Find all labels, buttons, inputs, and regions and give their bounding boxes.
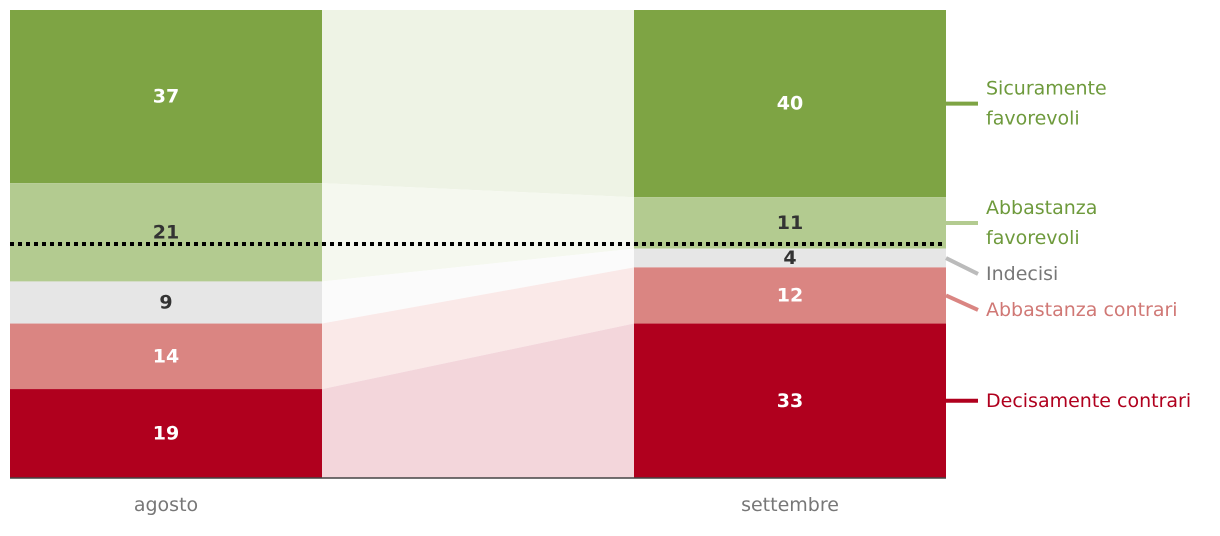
flow-decisamente-contrari	[322, 323, 634, 478]
data-label-agosto-abbastanza-contrari: 14	[153, 345, 179, 367]
legend-label-indecisi: Indecisi	[986, 263, 1058, 285]
segment-labels: 37 21 9 14 19 40 11 4 12 33	[153, 86, 803, 445]
data-label-agosto-decisamente-contrari: 19	[153, 423, 179, 445]
bar-segment-settembre-abbastanza-favorevoli	[634, 197, 946, 249]
flow-sicuramente-favorevoli	[322, 10, 634, 198]
data-label-settembre-indecisi: 4	[783, 247, 796, 269]
bar-segment-settembre-abbastanza-contrari	[634, 267, 946, 324]
flow-bands	[322, 10, 634, 478]
data-label-settembre-abbastanza-contrari: 12	[777, 284, 803, 306]
legend-connector-abbastanza-contrari	[945, 293, 979, 312]
bar-segment-agosto-abbastanza-favorevoli	[10, 183, 322, 282]
category-label-agosto: agosto	[134, 494, 198, 516]
data-label-agosto-indecisi: 9	[159, 292, 172, 314]
bar-segment-agosto-abbastanza-contrari	[10, 323, 322, 390]
legend-connector-indecisi	[945, 256, 979, 276]
data-label-settembre-sicuramente-favorevoli: 40	[777, 93, 803, 115]
data-label-settembre-decisamente-contrari: 33	[777, 390, 803, 412]
legend-label-abbastanza-favorevoli: Abbastanza favorevoli	[986, 197, 1097, 249]
legend: Sicuramente favorevoli Abbastanza favorevol…	[945, 78, 1191, 412]
legend-label-abbastanza-contrari: Abbastanza contrari	[986, 299, 1178, 321]
data-label-settembre-abbastanza-favorevoli: 11	[777, 212, 803, 234]
data-label-agosto-abbastanza-favorevoli: 21	[153, 221, 179, 243]
bar-segment-agosto-sicuramente-favorevoli	[10, 10, 322, 184]
category-label-settembre: settembre	[741, 494, 839, 516]
bar-segment-settembre-indecisi	[634, 248, 946, 268]
bar-segment-settembre-decisamente-contrari	[634, 323, 946, 478]
category-labels: agosto settembre	[134, 494, 839, 516]
bar-segment-agosto-indecisi	[10, 281, 322, 324]
legend-label-sicuramente-favorevoli: Sicuramente favorevoli	[986, 78, 1107, 130]
flow-indecisi	[322, 248, 634, 324]
bar-segment-agosto-decisamente-contrari	[10, 389, 322, 478]
bars	[10, 10, 946, 478]
data-label-agosto-sicuramente-favorevoli: 37	[153, 86, 179, 108]
bar-segment-settembre-sicuramente-favorevoli	[634, 10, 946, 198]
legend-label-decisamente-contrari: Decisamente contrari	[986, 390, 1191, 412]
flow-abbastanza-contrari	[322, 267, 634, 390]
